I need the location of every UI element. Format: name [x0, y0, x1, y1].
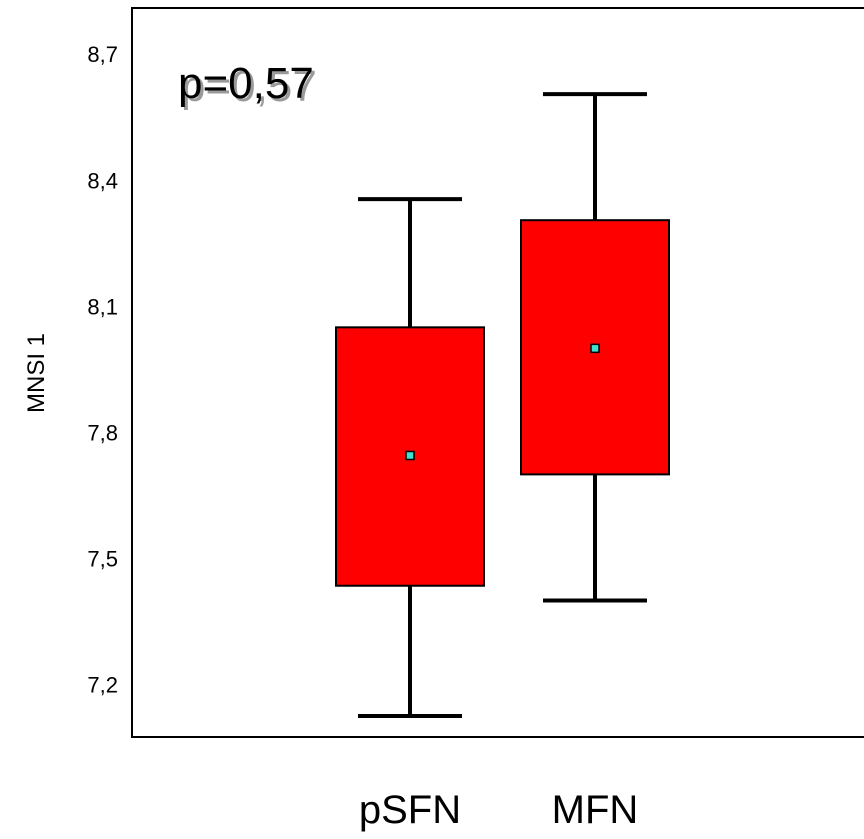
- y-tick-label: 8,7: [87, 42, 118, 67]
- y-tick-label: 8,4: [87, 168, 118, 193]
- y-tick-label: 7,2: [87, 672, 118, 697]
- y-axis-ticks: 7,2 7,5 7,8 8,1 8,4 8,7: [87, 42, 118, 697]
- x-category-label: MFN: [552, 788, 639, 832]
- box-psfn: [335, 197, 485, 718]
- p-value-annotation: p=0,57: [178, 59, 314, 108]
- y-tick-label: 8,1: [87, 294, 118, 319]
- box-mfn: [520, 92, 670, 603]
- median-marker: [590, 343, 600, 354]
- x-category-label: pSFN: [359, 788, 461, 832]
- y-tick-label: 7,8: [87, 420, 118, 445]
- plot-frame: [131, 7, 864, 738]
- x-axis-category-labels: pSFN MFN: [359, 788, 638, 832]
- median-marker: [405, 450, 415, 461]
- y-tick-label: 7,5: [87, 546, 118, 571]
- y-axis-title: MNSI 1: [23, 333, 50, 413]
- p-value-annotation-shadow: p=0,57: [181, 62, 317, 111]
- box-series: [335, 92, 670, 718]
